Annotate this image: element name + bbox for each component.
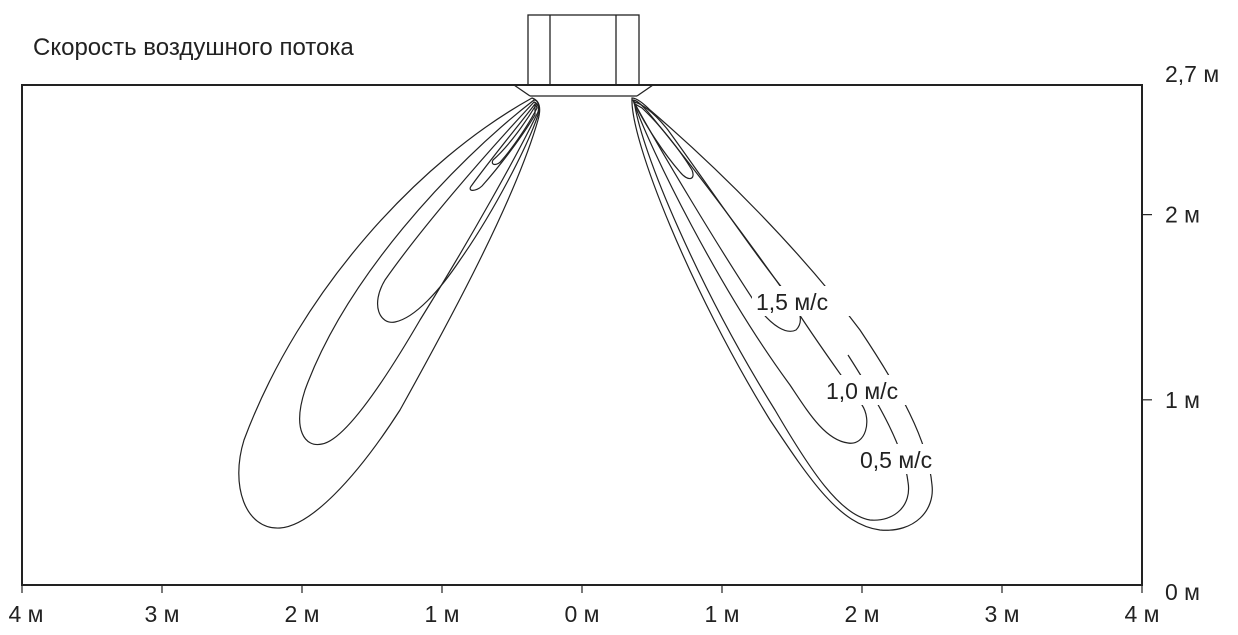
x-axis: 4 м 3 м 2 м 1 м 0 м 1 м 2 м 3 м 4 м (9, 585, 1160, 627)
x-tick-label: 1 м (705, 601, 740, 627)
left-contour-1-0 (300, 100, 539, 445)
x-tick-label: 2 м (285, 601, 320, 627)
x-tick-label: 4 м (1125, 601, 1160, 627)
y-tick-label: 2 м (1165, 202, 1200, 228)
left-contour-0-5 (239, 98, 540, 528)
y-tick-label: 1 м (1165, 387, 1200, 413)
contour-labels: 1,5 м/с 1,0 м/с 0,5 м/с (752, 286, 958, 474)
y-tick-label: 2,7 м (1165, 61, 1219, 87)
left-contour-1-5-outer (378, 102, 539, 322)
x-tick-label: 4 м (9, 601, 44, 627)
contour-label-0-5: 0,5 м/с (860, 447, 932, 473)
contour-label-1-5: 1,5 м/с (756, 289, 828, 315)
x-tick-label: 0 м (565, 601, 600, 627)
y-axis: 0 м 1 м 2 м 2,7 м (1142, 61, 1219, 605)
x-tick-label: 1 м (425, 601, 460, 627)
contour-label-1-0: 1,0 м/с (826, 378, 898, 404)
left-airflow-plume (239, 98, 540, 528)
x-tick-label: 3 м (145, 601, 180, 627)
x-tick-label: 3 м (985, 601, 1020, 627)
y-tick-label: 0 м (1165, 579, 1200, 605)
x-tick-label: 2 м (845, 601, 880, 627)
ceiling-unit (514, 15, 653, 96)
room-frame (22, 85, 1142, 585)
